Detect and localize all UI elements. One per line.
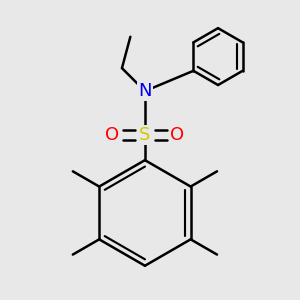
Text: S: S [139, 126, 151, 144]
Text: O: O [105, 126, 119, 144]
Text: O: O [170, 126, 184, 144]
Text: N: N [138, 82, 152, 100]
